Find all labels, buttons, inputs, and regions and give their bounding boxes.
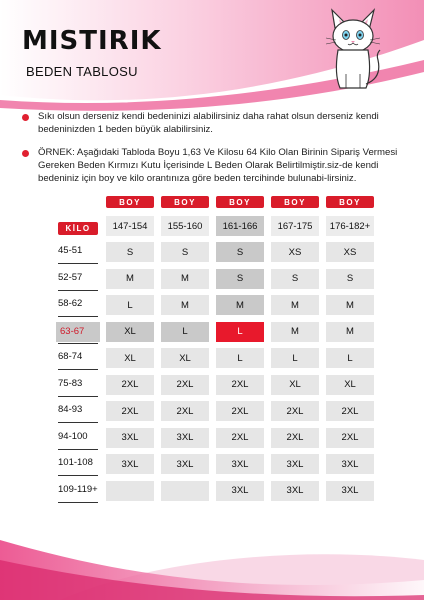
size-cell: 2XL	[271, 427, 319, 448]
size-cell	[106, 480, 154, 501]
note-item: ÖRNEK: Aşağıdaki Tabloda Boyu 1,63 Ve Ki…	[22, 146, 408, 185]
note-text: ÖRNEK: Aşağıdaki Tabloda Boyu 1,63 Ve Ki…	[38, 147, 398, 184]
weight-range-label: 58-62	[58, 298, 83, 309]
weight-range-label: 52-57	[58, 271, 83, 283]
size-cell: XL	[326, 374, 374, 395]
size-cell: 3XL	[161, 427, 209, 448]
size-cell: 2XL	[161, 374, 209, 395]
note-text: Sıkı olsun derseniz kendi bedeninizi ala…	[38, 111, 379, 135]
size-cell: M	[271, 295, 319, 315]
weight-range-label: 94-100	[58, 430, 88, 442]
weight-range-label: 101-108	[58, 457, 93, 468]
size-cell: 3XL	[271, 454, 319, 474]
boy-header: BOY	[326, 196, 374, 208]
size-cell: 3XL	[106, 454, 154, 474]
height-range-header: 167-175	[271, 216, 319, 236]
size-cell: 3XL	[271, 480, 319, 501]
size-cell: XS	[326, 242, 374, 262]
boy-header: BOY	[271, 196, 319, 208]
size-cell: 2XL	[216, 374, 264, 395]
weight-underline	[58, 448, 98, 450]
size-cell: XL	[161, 348, 209, 368]
size-cell: 3XL	[216, 454, 264, 474]
size-cell	[161, 480, 209, 501]
weight-underline	[58, 342, 98, 344]
size-cell: L	[216, 321, 264, 342]
size-cell: L	[326, 348, 374, 368]
cat-icon	[325, 8, 381, 89]
size-cell: S	[216, 268, 264, 289]
note-item: Sıkı olsun derseniz kendi bedeninizi ala…	[22, 110, 408, 136]
size-cell: 2XL	[216, 427, 264, 448]
size-cell: 2XL	[326, 427, 374, 448]
boy-header: BOY	[106, 196, 154, 208]
bullet-icon	[22, 150, 29, 157]
weight-underline	[58, 316, 98, 317]
boy-header: BOY	[161, 196, 209, 208]
weight-underline	[58, 475, 98, 476]
kilo-header: KİLO	[58, 222, 98, 235]
size-cell: M	[271, 321, 319, 342]
size-cell: 3XL	[326, 454, 374, 474]
size-cell: 3XL	[161, 454, 209, 474]
size-cell: L	[216, 348, 264, 368]
size-cell: S	[106, 242, 154, 262]
weight-underline	[58, 501, 98, 503]
weight-range-label: 68-74	[58, 351, 83, 362]
page-subtitle: BEDEN TABLOSU	[26, 64, 138, 79]
height-range-header: 176-182+	[326, 216, 374, 236]
weight-range-label: 109-119+	[58, 483, 98, 495]
size-cell: L	[106, 295, 154, 315]
size-cell: XL	[271, 374, 319, 395]
size-cell: 2XL	[271, 401, 319, 421]
size-cell: M	[216, 295, 264, 315]
size-cell: 2XL	[326, 401, 374, 421]
weight-range-label: 84-93	[58, 404, 83, 415]
weight-range-label: 75-83	[58, 377, 83, 389]
size-cell: 2XL	[161, 401, 209, 421]
size-cell: S	[326, 268, 374, 289]
size-cell: M	[326, 321, 374, 342]
height-range-header: 161-166	[216, 216, 264, 236]
height-range-header: 147-154	[106, 216, 154, 236]
header: MISTIRIK BEDEN TABLOSU	[0, 0, 424, 100]
size-cell: 2XL	[106, 374, 154, 395]
weight-underline	[58, 395, 98, 397]
size-cell: XL	[106, 321, 154, 342]
notes: Sıkı olsun derseniz kendi bedeninizi ala…	[22, 110, 408, 195]
size-cell: XL	[106, 348, 154, 368]
brand-logo-text: MISTIRIK	[22, 26, 162, 56]
weight-range-label: 63-67	[56, 321, 100, 342]
weight-underline	[58, 369, 98, 370]
size-cell: S	[216, 242, 264, 262]
size-cell: L	[161, 321, 209, 342]
size-cell: 3XL	[106, 427, 154, 448]
bullet-icon	[22, 114, 29, 121]
boy-header: BOY	[216, 196, 264, 208]
weight-range-label: 45-51	[58, 245, 83, 256]
weight-underline	[58, 289, 98, 291]
size-cell: M	[106, 268, 154, 289]
size-cell: 2XL	[106, 401, 154, 421]
weight-underline	[58, 422, 98, 423]
size-cell: XS	[271, 242, 319, 262]
weight-underline	[58, 263, 98, 264]
size-cell: S	[161, 242, 209, 262]
size-cell: 2XL	[216, 401, 264, 421]
size-cell: S	[271, 268, 319, 289]
size-cell: M	[161, 268, 209, 289]
size-cell: M	[326, 295, 374, 315]
height-range-header: 155-160	[161, 216, 209, 236]
size-cell: 3XL	[326, 480, 374, 501]
size-cell: M	[161, 295, 209, 315]
size-cell: 3XL	[216, 480, 264, 501]
size-cell: L	[271, 348, 319, 368]
